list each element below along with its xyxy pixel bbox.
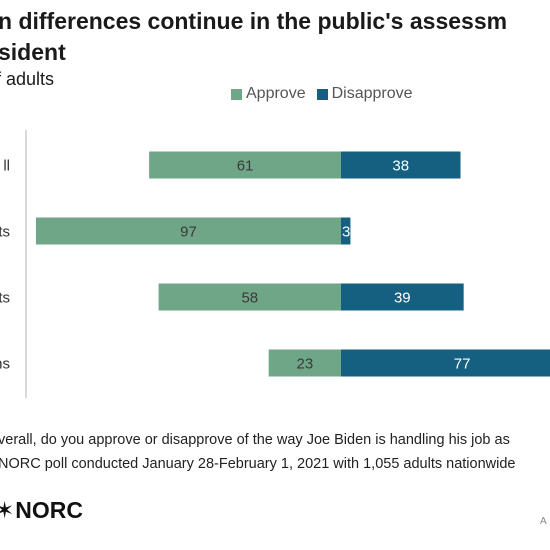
chart-subtitle: f adults — [0, 69, 55, 89]
data-label-approve: 58 — [241, 290, 258, 307]
category-label: ll — [3, 158, 10, 175]
data-label-disapprove: 38 — [392, 158, 409, 175]
bar-approve — [268, 349, 341, 377]
legend-swatch-disapprove — [316, 88, 328, 100]
legend-swatch-approve — [231, 88, 242, 100]
legend-item-disapprove: Disapprove — [316, 85, 413, 103]
bar-chart: 61 38 ll 97 3 ts 58 39 ts 23 77 ns — [0, 130, 550, 398]
data-label-disapprove: 3 — [342, 224, 350, 241]
data-label-approve: 23 — [296, 356, 313, 373]
category-label: ts — [0, 224, 10, 241]
footnote-source: NORC poll conducted January 28-February … — [0, 456, 516, 472]
data-label-disapprove: 77 — [454, 356, 471, 373]
norc-star-icon: ✶ — [0, 497, 15, 523]
legend-label-approve: Approve — [246, 85, 306, 102]
legend-label-disapprove: Disapprove — [331, 85, 413, 102]
category-label: ns — [0, 356, 10, 373]
chart-title-line-2: sident — [0, 39, 66, 65]
legend-item-approve: Approve — [231, 85, 306, 103]
norc-logo-text: NORC — [15, 497, 84, 523]
bar-approve — [158, 283, 341, 311]
footnote-question: verall, do you approve or disapprove of … — [0, 432, 510, 448]
chart-legend: Approve Disapprove — [231, 84, 424, 104]
chart-title-line-1: n differences continue in the public's a… — [0, 8, 508, 34]
data-label-approve: 97 — [180, 224, 197, 241]
data-label-disapprove: 39 — [394, 290, 411, 307]
bar-disapprove — [341, 217, 351, 245]
bar-disapprove — [341, 283, 464, 311]
category-label: ts — [0, 290, 10, 307]
chart-title: n differences continue in the public's a… — [0, 6, 550, 68]
bar-disapprove — [341, 349, 550, 377]
data-label-approve: 61 — [237, 158, 254, 175]
corner-mark: A — [540, 516, 547, 527]
bar-disapprove — [341, 151, 461, 179]
bar-approve — [35, 217, 342, 245]
bar-approve — [149, 151, 341, 179]
norc-logo: ✶NORC — [0, 497, 83, 524]
